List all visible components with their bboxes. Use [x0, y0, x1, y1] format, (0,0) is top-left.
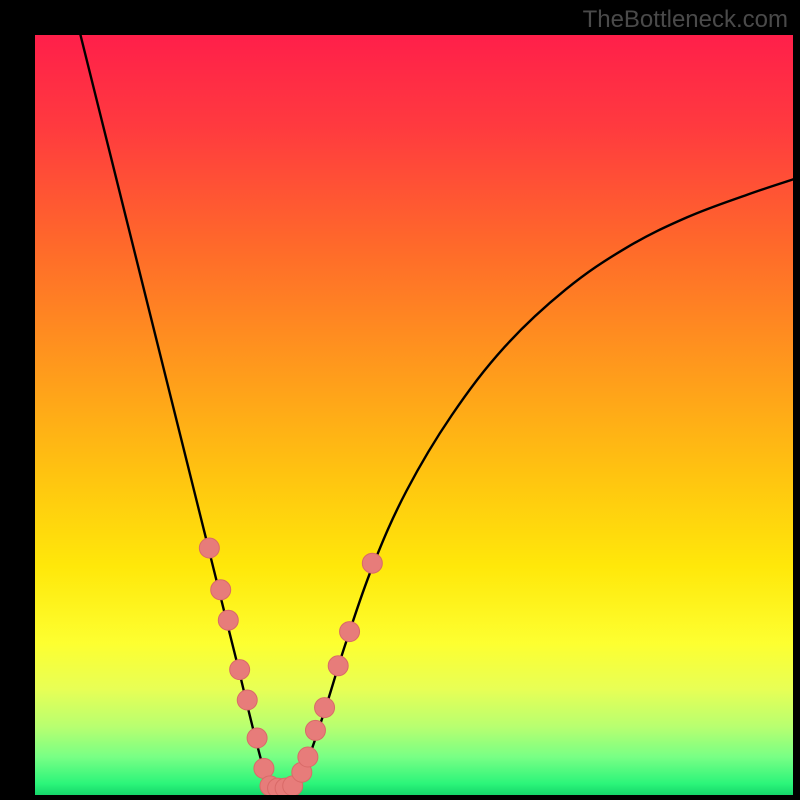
data-marker — [298, 747, 318, 767]
data-marker — [230, 660, 250, 680]
data-marker — [218, 610, 238, 630]
data-marker — [328, 656, 348, 676]
data-marker — [340, 622, 360, 642]
data-marker — [211, 580, 231, 600]
outer-frame: TheBottleneck.com — [0, 0, 800, 800]
data-marker — [237, 690, 257, 710]
plot-area — [35, 35, 793, 795]
data-marker — [199, 538, 219, 558]
data-marker — [247, 728, 267, 748]
data-marker — [305, 720, 325, 740]
watermark-text: TheBottleneck.com — [583, 6, 788, 34]
data-marker — [254, 758, 274, 778]
markers-layer — [35, 35, 793, 795]
data-marker — [362, 553, 382, 573]
data-marker — [315, 698, 335, 718]
